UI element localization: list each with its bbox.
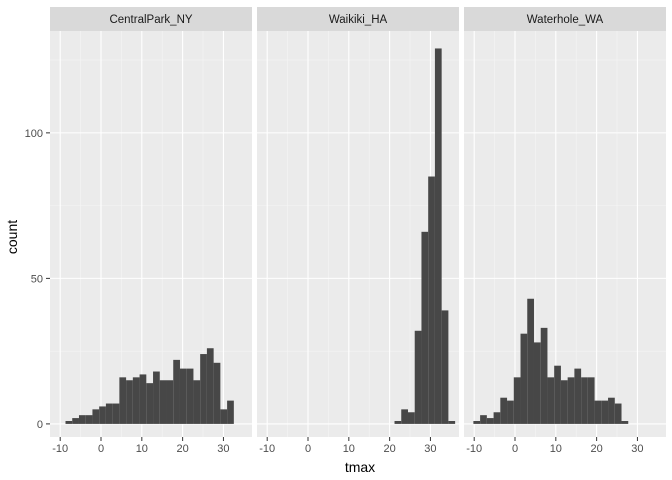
histogram-bar [581, 377, 588, 424]
histogram-bar [200, 354, 207, 424]
facet-strip [257, 7, 459, 31]
facet-panels: CentralPark_NY Waikiki_HA Waterhole_WA [50, 7, 666, 437]
histogram-bar [394, 420, 402, 424]
histogram-bar [65, 420, 73, 424]
y-axis: 0 50 100 [25, 128, 50, 431]
histogram-bar [567, 377, 575, 424]
facet-Waterhole_WA: Waterhole_WA [464, 7, 666, 437]
facet-strip-label: Waikiki_HA [329, 14, 388, 26]
histogram-bar [146, 383, 154, 424]
x-tick-label: -10 [466, 443, 482, 455]
y-tick-label: 100 [25, 128, 43, 140]
histogram-bar [132, 377, 140, 424]
histogram-bar [587, 377, 595, 424]
histogram-bar [594, 400, 602, 424]
histogram-bar [92, 409, 100, 424]
histogram-bar [220, 409, 228, 424]
histogram-bar [513, 377, 521, 424]
histogram-bar [173, 359, 180, 424]
histogram-bar [213, 362, 221, 424]
histogram-bar [105, 403, 113, 424]
histogram-bar [473, 420, 481, 424]
panel-background [464, 31, 666, 437]
histogram-bar [547, 377, 555, 424]
histogram-bar [621, 420, 629, 424]
histogram-bar [428, 176, 435, 424]
histogram-bar [421, 231, 429, 424]
histogram-bar [139, 374, 147, 424]
histogram-bar [533, 342, 541, 424]
x-tick-label: 30 [217, 443, 229, 455]
histogram-bar [500, 397, 508, 424]
x-tick-label: 30 [424, 443, 436, 455]
x-tick-label: -10 [259, 443, 275, 455]
facet-Waikiki_HA: Waikiki_HA [257, 7, 459, 437]
histogram-bar [414, 330, 422, 424]
panel-background [50, 31, 252, 437]
histogram-bar [179, 368, 187, 424]
histogram-bar [401, 409, 408, 424]
histogram-bar [119, 377, 127, 424]
x-tick-label: 20 [177, 443, 189, 455]
histogram-bar [99, 406, 106, 424]
histogram-bar [112, 403, 120, 424]
histogram-bar [206, 348, 214, 424]
x-tick-label: 20 [591, 443, 603, 455]
histogram-bar [78, 415, 86, 424]
x-axes: -10 0 10 20 30 -10 0 10 20 30 -10 0 10 20 30 [52, 437, 644, 455]
facet-strip [464, 7, 666, 31]
x-tick-label: 0 [98, 443, 104, 455]
histogram-bar [193, 380, 201, 424]
facet-CentralPark_NY: CentralPark_NY [50, 7, 252, 437]
histogram-bar [448, 420, 456, 424]
y-tick-label: 0 [37, 419, 43, 431]
x-tick-label: 10 [343, 443, 355, 455]
x-tick-label: 10 [550, 443, 562, 455]
histogram-bar [507, 400, 514, 424]
histogram-bar [554, 365, 561, 424]
facet-strip-label: Waterhole_WA [527, 14, 604, 26]
x-tick-label: 10 [136, 443, 148, 455]
histogram-bar [520, 333, 528, 424]
facet-strip [50, 7, 252, 31]
histogram-bar [159, 380, 167, 424]
histogram-bar [153, 371, 160, 424]
histogram-bar [486, 418, 494, 424]
histogram-bar [407, 412, 415, 424]
histogram-bar [434, 48, 442, 424]
histogram-bar [560, 380, 568, 424]
histogram-bar [227, 400, 234, 424]
histogram-bar [608, 397, 615, 424]
histogram-bar [72, 418, 79, 424]
histogram-bar [186, 368, 194, 424]
histogram-bar [601, 400, 609, 424]
histogram-bar [126, 380, 133, 424]
histogram-bar [540, 327, 548, 424]
x-tick-label: 0 [512, 443, 518, 455]
y-axis-title: count [4, 220, 20, 254]
x-tick-label: 20 [384, 443, 396, 455]
x-tick-label: 0 [305, 443, 311, 455]
y-tick-label: 50 [31, 273, 43, 285]
histogram-bar [614, 403, 622, 424]
histogram-bar [480, 415, 487, 424]
histogram-bar [574, 368, 582, 424]
x-tick-label: -10 [52, 443, 68, 455]
histogram-bar [527, 298, 534, 424]
histogram-bar [166, 380, 174, 424]
histogram-bar [493, 412, 501, 424]
histogram-bar [441, 310, 449, 424]
facet-strip-label: CentralPark_NY [109, 14, 192, 26]
x-axis-title: tmax [345, 459, 375, 475]
histogram-bar [85, 415, 93, 424]
x-tick-label: 30 [631, 443, 643, 455]
